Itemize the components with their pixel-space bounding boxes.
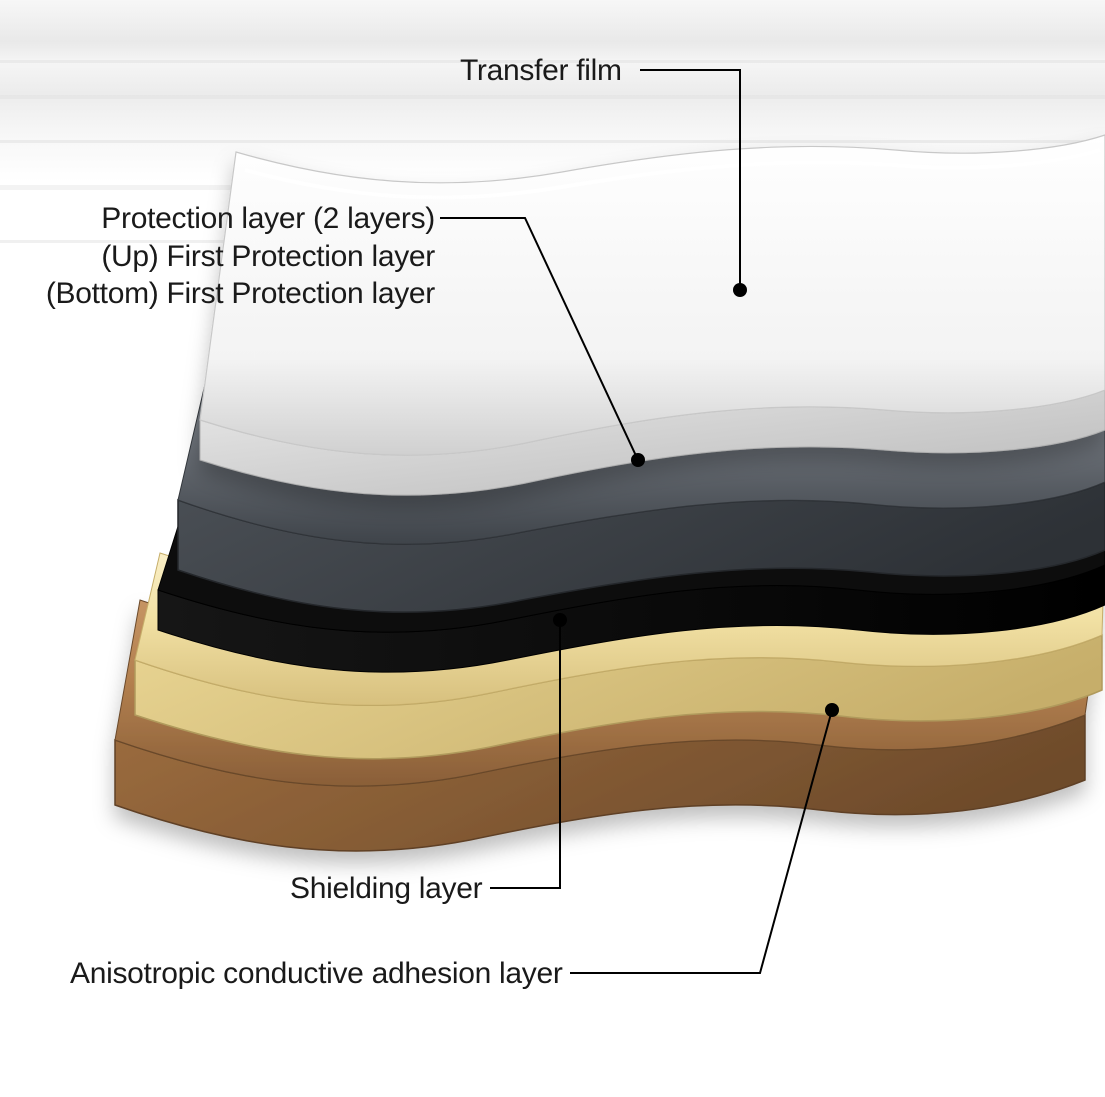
dot-transfer-film [733,283,747,297]
label-shielding: Shielding layer [290,870,482,908]
dot-shielding [553,613,567,627]
dot-adhesion [825,703,839,717]
layer-stack-svg [0,0,1105,1097]
layer-transfer-film [200,135,1105,495]
label-adhesion: Anisotropic conductive adhesion layer [70,955,563,993]
label-transfer-film: Transfer film [460,52,622,90]
label-protection: Protection layer (2 layers) (Up) First P… [40,200,435,313]
diagram-canvas: Transfer film Protection layer (2 layers… [0,0,1105,1097]
dot-protection [631,453,645,467]
